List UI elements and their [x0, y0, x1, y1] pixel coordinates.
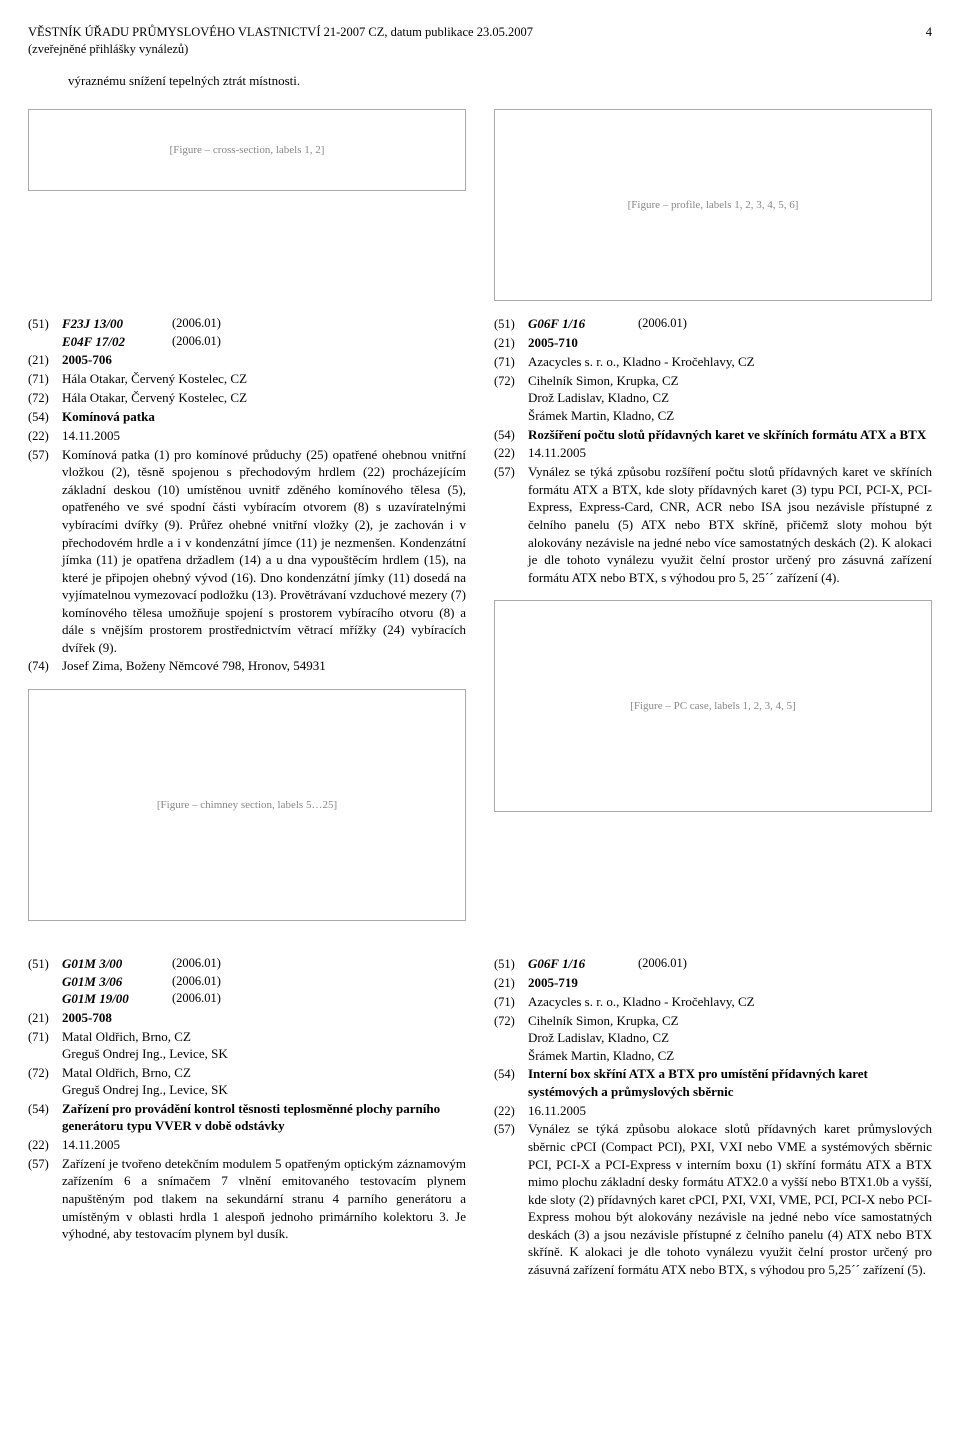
ipc-version: (2006.01)	[172, 990, 221, 1008]
figure-4: [Figure – PC case, labels 1, 2, 3, 4, 5]	[494, 600, 932, 812]
inventor: Hála Otakar, Červený Kostelec, CZ	[62, 389, 466, 407]
code-21: (21)	[28, 1010, 62, 1027]
code-21: (21)	[28, 352, 62, 369]
code-71: (71)	[494, 994, 528, 1011]
inventor: Cihelník Simon, Krupka, CZ	[528, 1012, 932, 1030]
ipc-class: G06F 1/16	[528, 315, 638, 333]
page-number: 4	[926, 24, 932, 41]
inventor: Greguš Ondrej Ing., Levice, SK	[62, 1081, 466, 1099]
invention-title: Komínová patka	[62, 408, 466, 426]
entries-middle: (51) F23J 13/00(2006.01) E04F 17/02(2006…	[28, 315, 932, 935]
applicant: Azacycles s. r. o., Kladno - Kročehlavy,…	[528, 353, 932, 371]
application-number: 2005-710	[528, 335, 578, 350]
ipc-class: E04F 17/02	[62, 333, 172, 351]
abstract: Komínová patka (1) pro komínové průduchy…	[62, 446, 466, 657]
code-22: (22)	[28, 428, 62, 445]
page-header: VĚSTNÍK ÚŘADU PRŮMYSLOVÉHO VLASTNICTVÍ 2…	[28, 24, 932, 41]
figure-row-top: [Figure – cross-section, labels 1, 2] [F…	[28, 101, 932, 315]
code-57: (57)	[28, 1156, 62, 1173]
filing-date: 14.11.2005	[62, 1136, 466, 1154]
filing-date: 14.11.2005	[62, 427, 466, 445]
ipc-version: (2006.01)	[172, 333, 221, 351]
code-51: (51)	[494, 956, 528, 973]
inventor: Šrámek Martin, Kladno, CZ	[528, 407, 932, 425]
figure-3: [Figure – chimney section, labels 5…25]	[28, 689, 466, 921]
entry-2: (51) G06F 1/16(2006.01) (21)2005-710 (71…	[494, 315, 932, 586]
ipc-version: (2006.01)	[172, 315, 221, 333]
code-72: (72)	[28, 1065, 62, 1082]
intro-text: výraznému snížení tepelných ztrát místno…	[68, 72, 932, 90]
application-number: 2005-706	[62, 352, 112, 367]
ipc-class: F23J 13/00	[62, 315, 172, 333]
applicant: Matal Oldřich, Brno, CZ	[62, 1028, 466, 1046]
entry-4: (51) G06F 1/16(2006.01) (21)2005-719 (71…	[494, 955, 932, 1278]
ipc-class: G01M 19/00	[62, 990, 172, 1008]
invention-title: Interní box skříní ATX a BTX pro umístěn…	[528, 1065, 932, 1100]
figure-1: [Figure – cross-section, labels 1, 2]	[28, 109, 466, 191]
applicant: Hála Otakar, Červený Kostelec, CZ	[62, 370, 466, 388]
code-22: (22)	[494, 1103, 528, 1120]
code-57: (57)	[494, 464, 528, 481]
code-72: (72)	[494, 1013, 528, 1030]
application-number: 2005-708	[62, 1010, 112, 1025]
code-54: (54)	[494, 427, 528, 444]
application-number: 2005-719	[528, 975, 578, 990]
header-left: VĚSTNÍK ÚŘADU PRŮMYSLOVÉHO VLASTNICTVÍ 2…	[28, 24, 533, 41]
ipc-version: (2006.01)	[638, 955, 687, 973]
code-51: (51)	[494, 316, 528, 333]
code-22: (22)	[28, 1137, 62, 1154]
code-51: (51)	[28, 316, 62, 333]
entry-3: (51) G01M 3/00(2006.01) G01M 3/06(2006.0…	[28, 955, 466, 1242]
code-54: (54)	[494, 1066, 528, 1083]
code-21: (21)	[494, 975, 528, 992]
agent: Josef Zima, Boženy Němcové 798, Hronov, …	[62, 657, 466, 675]
header-sub: (zveřejněné přihlášky vynálezů)	[28, 41, 932, 58]
ipc-version: (2006.01)	[172, 955, 221, 973]
code-71: (71)	[28, 371, 62, 388]
code-74: (74)	[28, 658, 62, 675]
code-22: (22)	[494, 445, 528, 462]
code-57: (57)	[494, 1121, 528, 1138]
abstract: Vynález se týká způsobu rozšíření počtu …	[528, 463, 932, 586]
code-54: (54)	[28, 1101, 62, 1118]
code-54: (54)	[28, 409, 62, 426]
code-21: (21)	[494, 335, 528, 352]
inventor: Cihelník Simon, Krupka, CZ	[528, 372, 932, 390]
figure-2: [Figure – profile, labels 1, 2, 3, 4, 5,…	[494, 109, 932, 301]
ipc-version: (2006.01)	[172, 973, 221, 991]
ipc-version: (2006.01)	[638, 315, 687, 333]
invention-title: Rozšíření počtu slotů přídavných karet v…	[528, 426, 932, 444]
code-51: (51)	[28, 956, 62, 973]
ipc-class: G01M 3/06	[62, 973, 172, 991]
filing-date: 14.11.2005	[528, 444, 932, 462]
ipc-class: G06F 1/16	[528, 955, 638, 973]
code-72: (72)	[494, 373, 528, 390]
code-57: (57)	[28, 447, 62, 464]
inventor: Drož Ladislav, Kladno, CZ	[528, 389, 932, 407]
code-71: (71)	[28, 1029, 62, 1046]
entry-1: (51) F23J 13/00(2006.01) E04F 17/02(2006…	[28, 315, 466, 675]
applicant: Azacycles s. r. o., Kladno - Kročehlavy,…	[528, 993, 932, 1011]
filing-date: 16.11.2005	[528, 1102, 932, 1120]
ipc-class: G01M 3/00	[62, 955, 172, 973]
abstract: Zařízení je tvořeno detekčním modulem 5 …	[62, 1155, 466, 1243]
inventor: Matal Oldřich, Brno, CZ	[62, 1064, 466, 1082]
code-71: (71)	[494, 354, 528, 371]
invention-title: Zařízení pro provádění kontrol těsnosti …	[62, 1100, 466, 1135]
abstract: Vynález se týká způsobu alokace slotů př…	[528, 1120, 932, 1278]
inventor: Drož Ladislav, Kladno, CZ	[528, 1029, 932, 1047]
code-72: (72)	[28, 390, 62, 407]
entries-bottom: (51) G01M 3/00(2006.01) G01M 3/06(2006.0…	[28, 955, 932, 1292]
applicant: Greguš Ondrej Ing., Levice, SK	[62, 1045, 466, 1063]
inventor: Šrámek Martin, Kladno, CZ	[528, 1047, 932, 1065]
